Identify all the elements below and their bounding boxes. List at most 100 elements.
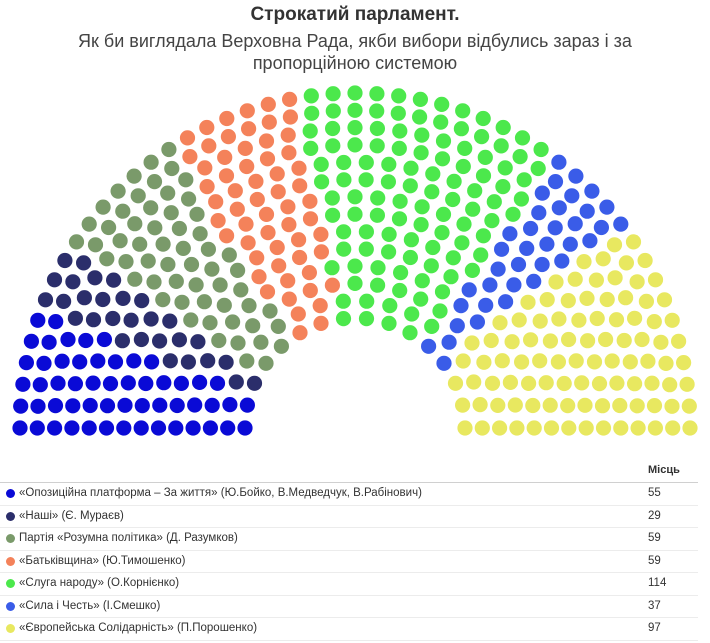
- seat-dot: [175, 240, 191, 256]
- seat-dot: [370, 190, 386, 206]
- seat-dot: [325, 86, 341, 102]
- seat-dot: [423, 258, 439, 274]
- seat-dot: [595, 251, 611, 267]
- legend-dot: [6, 601, 15, 611]
- seat-dot: [179, 130, 196, 146]
- seat-dot: [425, 239, 441, 256]
- seat-dot: [155, 292, 171, 308]
- seat-dot: [95, 199, 111, 215]
- seat-dot: [582, 233, 598, 249]
- seat-dot: [78, 332, 94, 349]
- seat-dot: [433, 114, 449, 130]
- seat-dot: [280, 199, 296, 215]
- seat-dot: [490, 397, 506, 413]
- seat-dot: [218, 168, 235, 184]
- seat-dot: [303, 140, 319, 156]
- seat-dot: [68, 234, 85, 250]
- seat-dot: [164, 160, 180, 177]
- seat-dot: [613, 420, 629, 436]
- seat-dot: [622, 354, 638, 370]
- seat-dot: [30, 398, 46, 414]
- legend-label: «Опозиційна платформа – За життя» (Ю.Бой…: [19, 487, 422, 499]
- seat-dot: [474, 420, 490, 436]
- seat-dot: [392, 282, 408, 299]
- seat-dot: [475, 110, 491, 127]
- seat-dot: [403, 232, 419, 248]
- legend-dot: [6, 511, 15, 521]
- seat-dot: [580, 333, 596, 349]
- seat-dot: [413, 291, 429, 307]
- seat-dot: [152, 333, 168, 349]
- seat-dot: [358, 154, 374, 171]
- seat-dot: [240, 235, 256, 251]
- seat-dot: [230, 262, 246, 278]
- seat-dot: [469, 314, 485, 330]
- legend-label: «Слуга народу» (О.Корнієнко): [19, 577, 180, 589]
- seat-dot: [531, 205, 547, 221]
- seat-dot: [630, 420, 646, 436]
- seat-dot: [465, 201, 481, 217]
- legend-value: 37: [648, 599, 661, 612]
- seat-dot: [335, 311, 352, 327]
- seat-dot: [190, 334, 206, 350]
- legend-dot: [6, 534, 15, 543]
- seat-dot: [261, 114, 277, 130]
- seat-dot: [199, 179, 215, 195]
- legend-value: 114: [648, 577, 667, 589]
- chart-title: Строкатий парламент.: [250, 4, 460, 25]
- legend-row: «Європейська Солідарність» (П.Порошенко)…: [0, 618, 698, 641]
- seat-dot: [484, 213, 500, 229]
- seat-dot: [381, 156, 397, 172]
- seat-dot: [542, 333, 559, 349]
- chart-subtitle: Як би виглядала Верховна Рада, якби вибо…: [78, 31, 632, 73]
- seat-dot: [258, 133, 275, 149]
- seat-dot: [638, 293, 655, 309]
- seat-dot: [162, 313, 178, 329]
- seat-dot: [47, 398, 64, 414]
- seat-dot: [414, 199, 430, 215]
- seat-dot: [249, 250, 265, 266]
- seat-dot: [50, 375, 66, 391]
- seat-dot: [292, 325, 308, 341]
- seat-dot: [239, 397, 255, 413]
- seat-dot: [105, 310, 121, 327]
- seat-dot: [90, 353, 106, 369]
- seat-dot: [640, 353, 656, 369]
- seat-dot: [658, 355, 674, 371]
- legend-row: «Наші» (Є. Мураєв) 29: [0, 506, 698, 528]
- seat-dot: [682, 420, 698, 436]
- seat-dot: [143, 154, 159, 170]
- seat-dot: [189, 206, 205, 222]
- seat-dot: [494, 353, 510, 369]
- seat-dot: [12, 420, 28, 436]
- seat-dot: [370, 260, 386, 276]
- legend-header: Місць: [0, 462, 698, 483]
- seat-dot: [424, 184, 440, 200]
- seat-dot: [150, 420, 167, 436]
- seat-dot: [413, 217, 429, 233]
- seat-dot: [664, 312, 680, 328]
- seat-dot: [616, 332, 632, 349]
- seat-dot: [358, 241, 374, 257]
- seat-dot: [174, 294, 190, 310]
- seat-dot: [380, 174, 396, 190]
- seat-dot: [551, 154, 567, 170]
- seat-dot: [99, 251, 115, 267]
- seat-dot: [512, 149, 528, 165]
- seat-dot: [432, 303, 448, 319]
- seat-dot: [599, 199, 615, 215]
- seat-dot: [249, 191, 265, 208]
- seat-dot: [347, 120, 363, 136]
- seat-dot: [222, 397, 238, 413]
- seat-dot: [15, 376, 31, 392]
- seat-dot: [358, 224, 374, 240]
- seat-dot: [140, 253, 156, 269]
- seat-dot: [516, 172, 532, 188]
- seat-dot: [36, 355, 52, 371]
- seat-dot: [192, 226, 208, 242]
- seat-dot: [197, 160, 213, 176]
- seat-dot: [304, 105, 320, 121]
- seat-dot: [13, 398, 29, 414]
- seat-dot: [291, 232, 307, 248]
- seat-dot: [204, 397, 220, 413]
